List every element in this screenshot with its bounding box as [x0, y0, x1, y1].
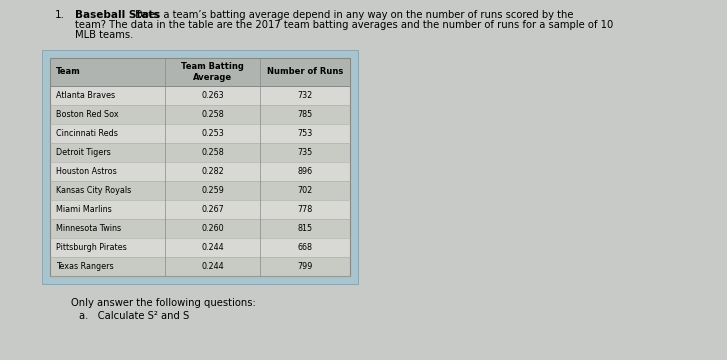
Text: Minnesota Twins: Minnesota Twins	[56, 224, 121, 233]
Text: Miami Marlins: Miami Marlins	[56, 205, 112, 214]
Text: 815: 815	[297, 224, 313, 233]
FancyBboxPatch shape	[50, 58, 350, 276]
Text: 0.282: 0.282	[201, 167, 224, 176]
Text: 753: 753	[297, 129, 313, 138]
Text: 702: 702	[297, 186, 313, 195]
Text: 0.253: 0.253	[201, 129, 224, 138]
FancyBboxPatch shape	[50, 219, 350, 238]
Text: 896: 896	[297, 167, 313, 176]
Text: Team Batting
Average: Team Batting Average	[181, 62, 244, 82]
FancyBboxPatch shape	[50, 200, 350, 219]
FancyBboxPatch shape	[50, 58, 350, 86]
Text: Cincinnati Reds: Cincinnati Reds	[56, 129, 118, 138]
Text: 0.258: 0.258	[201, 110, 224, 119]
Text: 0.260: 0.260	[201, 224, 224, 233]
Text: 799: 799	[297, 262, 313, 271]
Text: 0.258: 0.258	[201, 148, 224, 157]
Text: 0.267: 0.267	[201, 205, 224, 214]
FancyBboxPatch shape	[50, 238, 350, 257]
FancyBboxPatch shape	[50, 257, 350, 276]
Text: Boston Red Sox: Boston Red Sox	[56, 110, 119, 119]
FancyBboxPatch shape	[50, 124, 350, 143]
Text: 0.244: 0.244	[201, 243, 224, 252]
Text: Number of Runs: Number of Runs	[267, 68, 343, 77]
FancyBboxPatch shape	[50, 86, 350, 105]
Text: Team: Team	[56, 68, 81, 77]
Text: 668: 668	[297, 243, 313, 252]
Text: Atlanta Braves: Atlanta Braves	[56, 91, 115, 100]
FancyBboxPatch shape	[42, 50, 358, 284]
Text: 1.: 1.	[55, 10, 65, 20]
Text: Only answer the following questions:: Only answer the following questions:	[71, 298, 256, 308]
Text: 0.263: 0.263	[201, 91, 224, 100]
FancyBboxPatch shape	[50, 143, 350, 162]
Text: 778: 778	[297, 205, 313, 214]
Text: MLB teams.: MLB teams.	[75, 30, 133, 40]
Text: 785: 785	[297, 110, 313, 119]
Text: Kansas City Royals: Kansas City Royals	[56, 186, 132, 195]
Text: Houston Astros: Houston Astros	[56, 167, 117, 176]
Text: Texas Rangers: Texas Rangers	[56, 262, 113, 271]
FancyBboxPatch shape	[50, 105, 350, 124]
Text: 0.244: 0.244	[201, 262, 224, 271]
FancyBboxPatch shape	[50, 181, 350, 200]
Text: team? The data in the table are the 2017 team batting averages and the number of: team? The data in the table are the 2017…	[75, 20, 614, 30]
Text: 732: 732	[297, 91, 313, 100]
Text: a.   Calculate S² and S: a. Calculate S² and S	[79, 311, 189, 321]
Text: Detroit Tigers: Detroit Tigers	[56, 148, 111, 157]
FancyBboxPatch shape	[50, 162, 350, 181]
Text: 0.259: 0.259	[201, 186, 224, 195]
Text: Baseball Stats: Baseball Stats	[75, 10, 160, 20]
Text: Does a team’s batting average depend in any way on the number of runs scored by : Does a team’s batting average depend in …	[132, 10, 574, 20]
Text: 735: 735	[297, 148, 313, 157]
Text: Pittsburgh Pirates: Pittsburgh Pirates	[56, 243, 126, 252]
